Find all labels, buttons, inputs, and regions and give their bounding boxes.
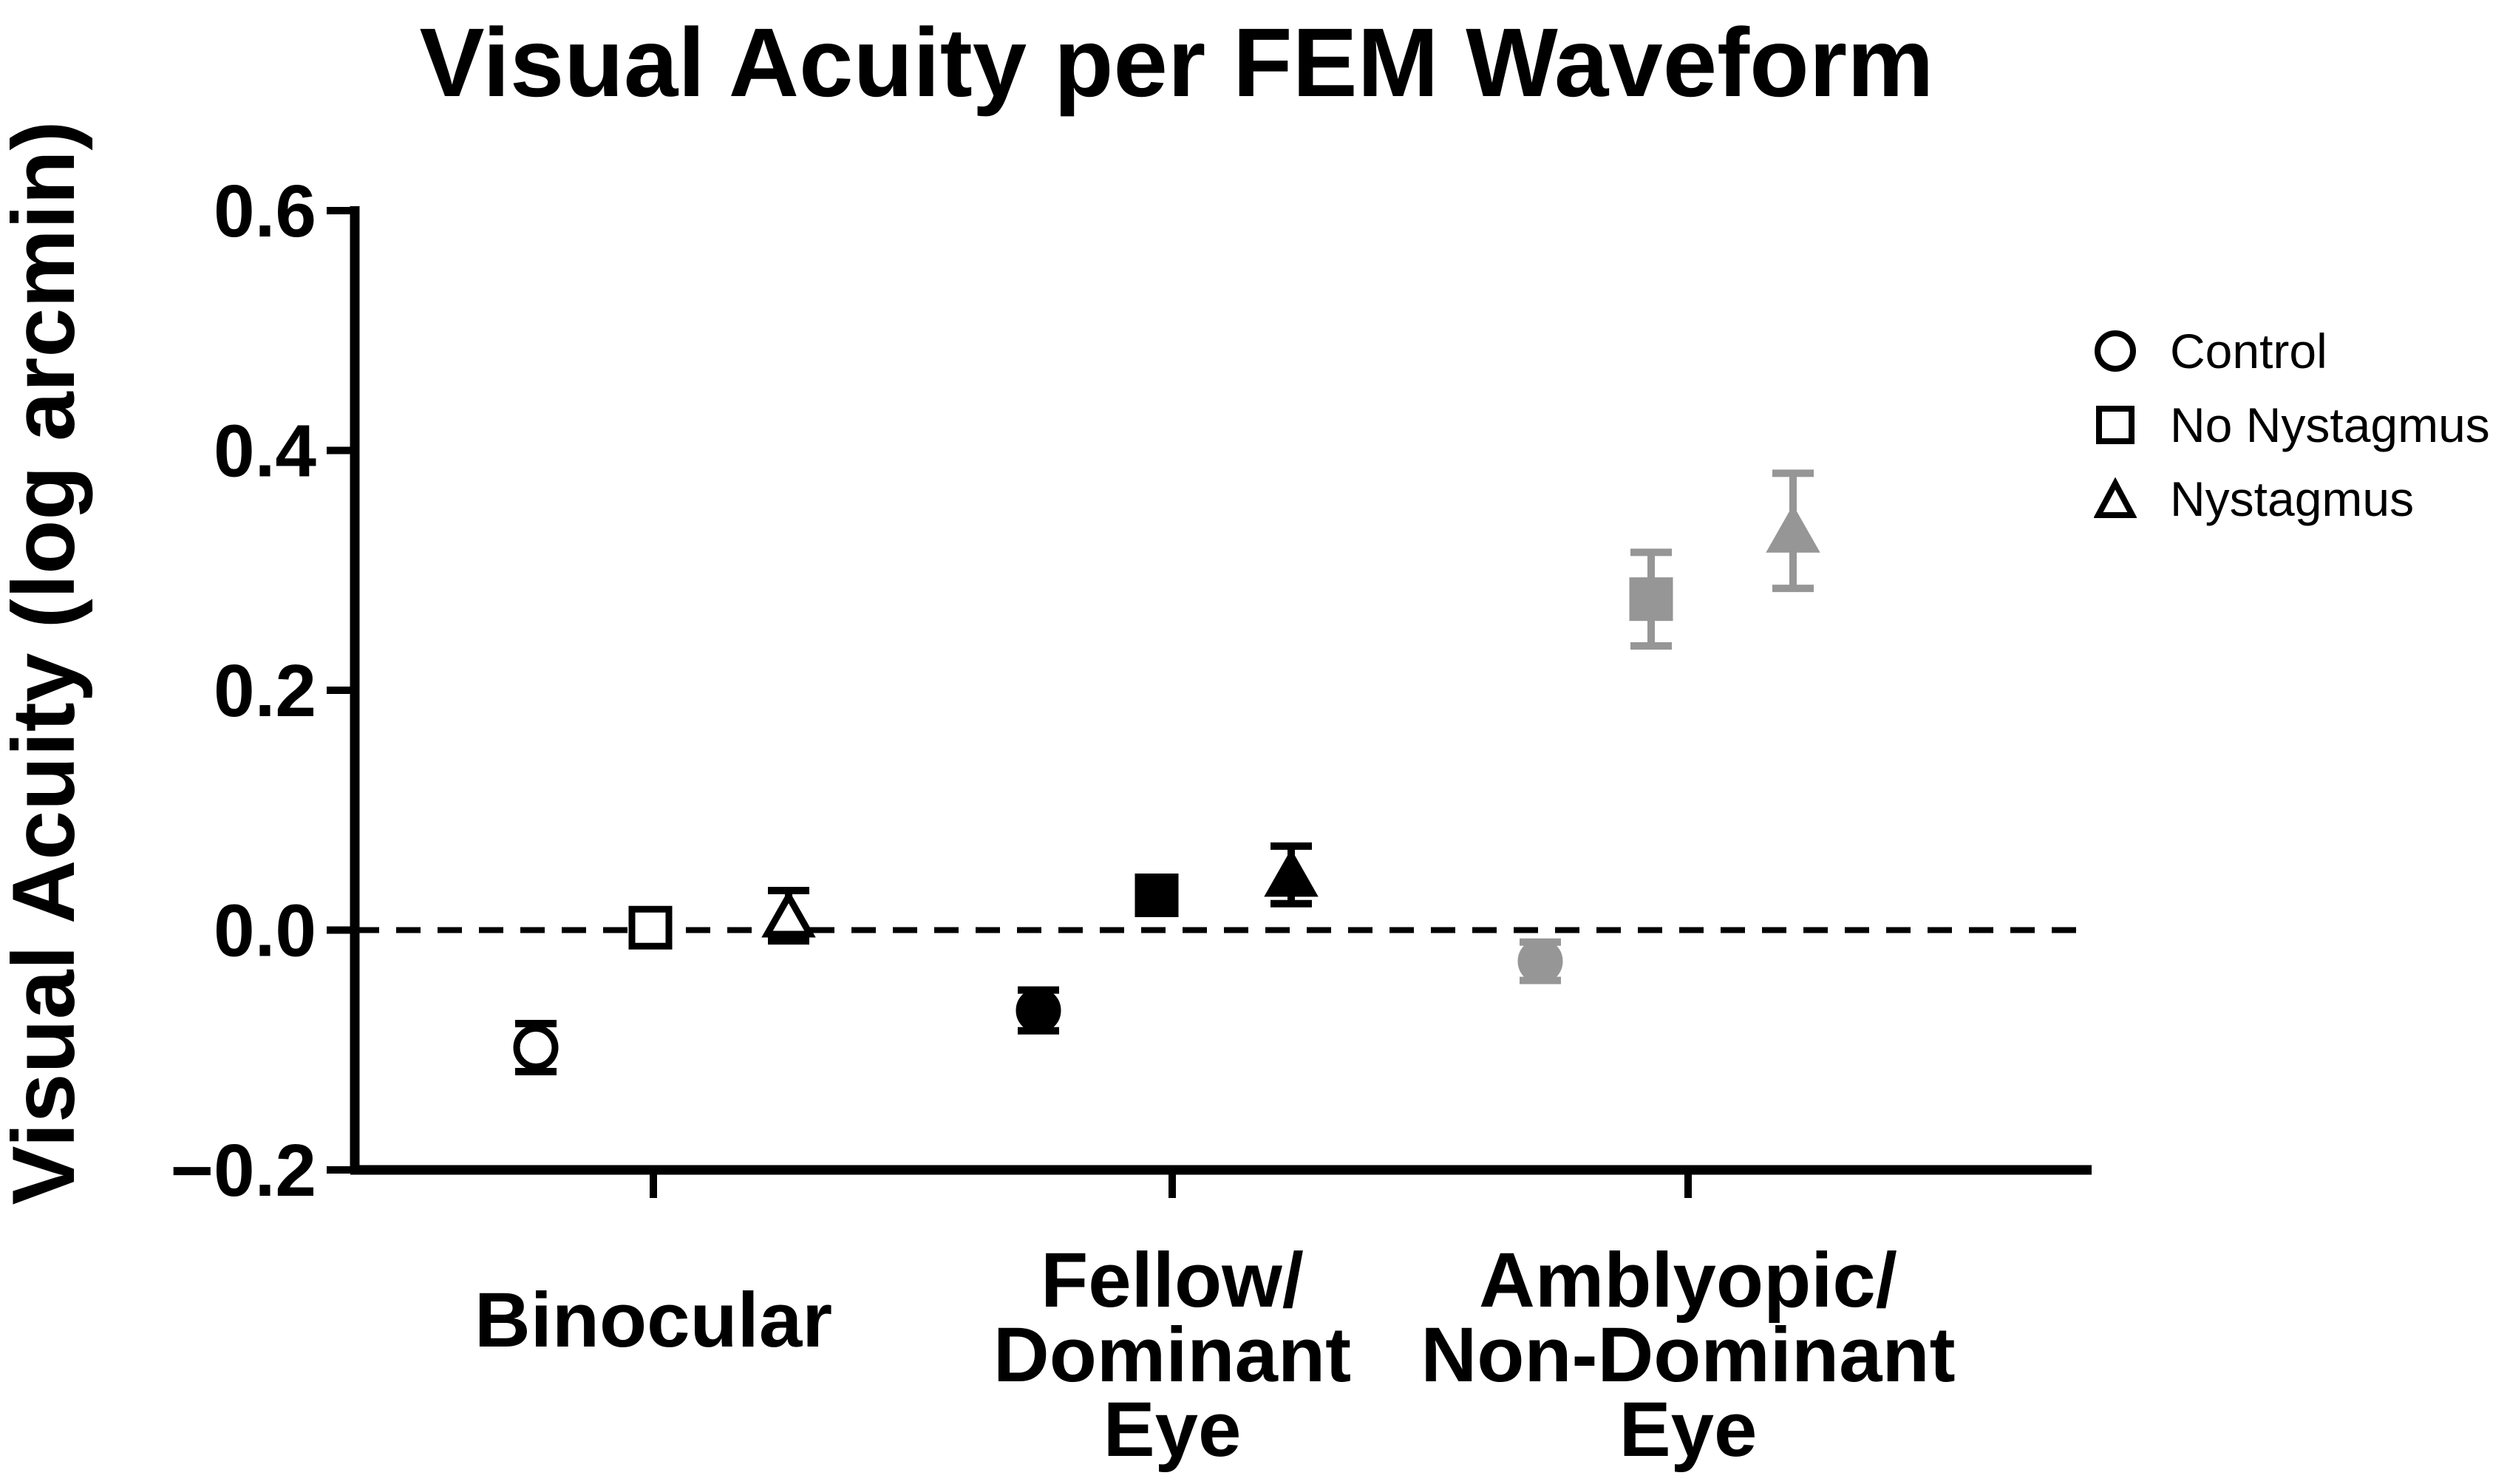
legend-label-nystagmus: Nystagmus xyxy=(2170,472,2415,526)
data-point-square xyxy=(628,905,673,950)
x-category-label: Amblyopic/Non-Dominant Eye xyxy=(1421,1237,1955,1473)
data-point-triangle xyxy=(1264,848,1319,897)
plot-area: 0.6 0.4 0.2 0.0 −0.2 Binocular Fellow/Dominant… xyxy=(171,170,2092,1473)
y-tick-label: 0.0 xyxy=(214,890,316,973)
x-category-label: Fellow/Dominant Eye xyxy=(993,1237,1351,1473)
square-marker-icon xyxy=(2096,406,2134,444)
data-point-circle xyxy=(1517,939,1563,984)
triangle-marker-icon xyxy=(2094,477,2137,518)
y-axis-label: Visual Acuity (log arcmin) xyxy=(0,120,93,1205)
y-tick-label: 0.4 xyxy=(214,410,316,493)
data-point-triangle xyxy=(1766,505,1820,553)
data-point-square xyxy=(1629,577,1673,622)
legend-item-control: Control xyxy=(2094,327,2490,375)
data-point-circle xyxy=(513,1025,559,1071)
chart-title: Visual Acuity per FEM Waveform xyxy=(420,8,1934,117)
legend-item-nystagmus: Nystagmus xyxy=(2094,474,2490,523)
data-point-circle xyxy=(1016,987,1061,1033)
y-tick-label: 0.2 xyxy=(214,650,316,732)
legend-label-control: Control xyxy=(2170,324,2327,378)
legend-label-no-nystagmus: No Nystagmus xyxy=(2170,398,2490,452)
data-point-square xyxy=(1135,873,1179,917)
x-category-label: Binocular xyxy=(474,1277,832,1364)
y-tick-label: 0.6 xyxy=(214,170,316,253)
legend: Control No Nystagmus Nystagmus xyxy=(2094,327,2490,523)
data-point-triangle xyxy=(761,889,816,938)
y-tick-label: −0.2 xyxy=(171,1129,316,1212)
circle-marker-icon xyxy=(2095,330,2136,372)
legend-item-no-nystagmus: No Nystagmus xyxy=(2094,401,2490,449)
